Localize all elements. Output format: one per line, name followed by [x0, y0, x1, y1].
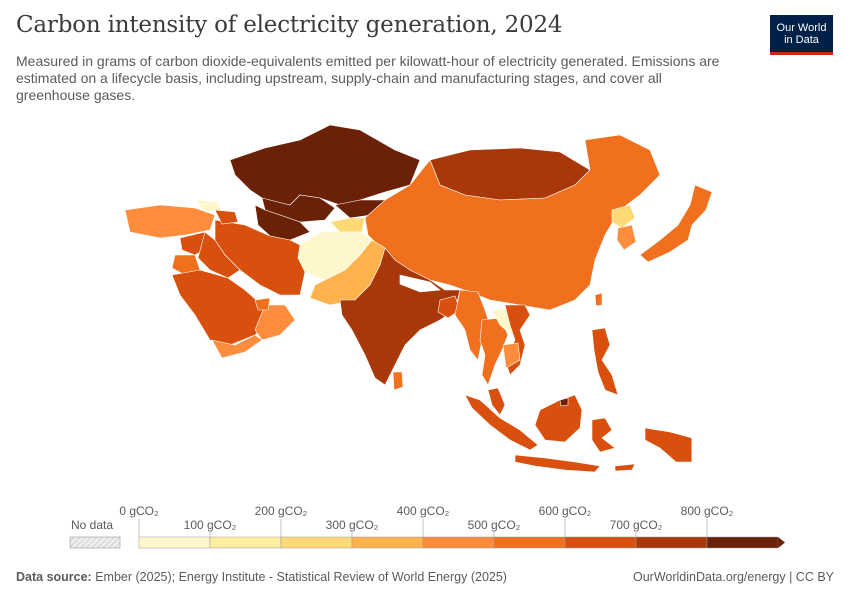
legend-tick-label: 100 gCO₂: [184, 518, 237, 532]
country-uae[interactable]: [254, 297, 271, 311]
legend-tick-label: 800 gCO₂: [681, 504, 734, 518]
country-bangladesh[interactable]: [437, 295, 461, 319]
legend-tick-label: 300 gCO₂: [326, 518, 379, 532]
legend-tick-label: 400 gCO₂: [397, 504, 450, 518]
chart-title: Carbon intensity of electricity generati…: [16, 12, 563, 38]
country-iraq[interactable]: [197, 231, 241, 279]
source-label: Data source:: [16, 570, 92, 584]
country-sumatra[interactable]: [464, 394, 539, 451]
legend-bin-8[interactable]: [706, 536, 779, 549]
country-turkmenistan[interactable]: [254, 204, 311, 241]
africa-land[interactable]: [14, 239, 271, 495]
country-malaysia-peninsula[interactable]: [487, 387, 506, 416]
legend-bins: 0 gCO₂ 100 gCO₂ 200 gCO₂ 300 gCO₂ 400 gCO₂ 50…: [119, 504, 785, 549]
country-yemen[interactable]: [211, 334, 263, 359]
mediterranean-islands[interactable]: [139, 237, 153, 247]
source-text[interactable]: Ember (2025); Energy Institute - Statist…: [95, 570, 507, 584]
country-taiwan[interactable]: [594, 292, 603, 307]
country-sri-lanka[interactable]: [392, 371, 404, 391]
legend-bin-6[interactable]: [564, 536, 637, 549]
legend-tick-label: 600 gCO₂: [539, 504, 592, 518]
legend-bin-7[interactable]: [635, 536, 708, 549]
legend-tick-label: 700 gCO₂: [610, 518, 663, 532]
country-japan[interactable]: [639, 184, 713, 263]
owid-logo[interactable]: Our World in Data: [770, 15, 833, 55]
background-land: [14, 104, 781, 495]
country-cambodia[interactable]: [502, 342, 521, 369]
country-tajikistan[interactable]: [329, 217, 366, 233]
legend-tick-label: 0 gCO₂: [119, 504, 159, 518]
legend-no-data-label: No data: [71, 518, 113, 532]
legend-bin-2[interactable]: [280, 536, 353, 549]
country-north-korea[interactable]: [611, 204, 636, 229]
logo-line-1: Our World: [776, 21, 827, 34]
asia-choropleth-map: [14, 104, 781, 495]
legend-bin-0[interactable]: [138, 536, 211, 549]
legend-bin-4[interactable]: [422, 536, 495, 549]
legend-bin-3[interactable]: [351, 536, 424, 549]
country-georgia[interactable]: [194, 199, 223, 213]
country-new-guinea[interactable]: [644, 427, 693, 463]
legend-no-data-swatch[interactable]: [69, 536, 121, 549]
legend-bin-1[interactable]: [209, 536, 282, 549]
legend-overflow-arrow: [778, 537, 785, 548]
legend-tick-label: 200 gCO₂: [255, 504, 308, 518]
footer: Data source: Ember (2025); Energy Instit…: [16, 570, 834, 584]
country-borneo[interactable]: [534, 394, 583, 443]
country-philippines[interactable]: [591, 327, 619, 396]
chart-subtitle: Measured in grams of carbon dioxide-equi…: [16, 53, 720, 103]
country-brunei[interactable]: [559, 397, 569, 407]
logo-line-2: in Data: [784, 33, 819, 46]
asia-countries: [124, 124, 736, 473]
legend-tick-label: 500 gCO₂: [468, 518, 521, 532]
country-nepal[interactable]: [399, 274, 441, 293]
country-turkey[interactable]: [124, 204, 216, 239]
site-link[interactable]: OurWorldinData.org/energy | CC BY: [632, 570, 834, 584]
country-south-korea[interactable]: [616, 224, 637, 251]
country-azerbaijan[interactable]: [214, 209, 239, 225]
color-legend: No data 0 gCO₂ 100 gCO₂ 200 gCO₂ 300 gCO₂ 40…: [69, 504, 785, 549]
country-timor[interactable]: [614, 463, 636, 472]
country-papua-new-guinea[interactable]: [691, 437, 736, 471]
country-java[interactable]: [514, 454, 601, 473]
country-sulawesi[interactable]: [591, 417, 616, 453]
country-oman[interactable]: [254, 304, 296, 341]
legend-bin-5[interactable]: [493, 536, 566, 549]
